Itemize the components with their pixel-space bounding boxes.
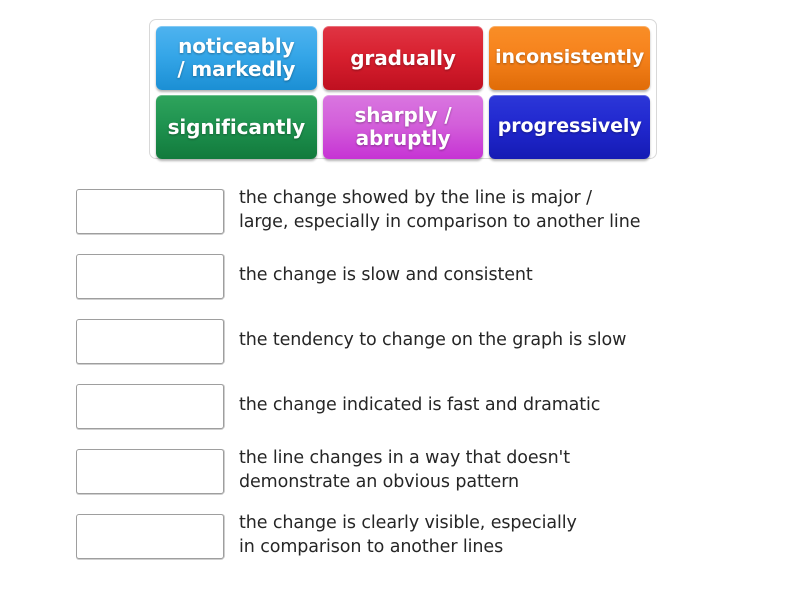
definition-line: the tendency to change on the graph is s… [239, 330, 627, 350]
tile-gradually[interactable]: gradually [322, 26, 484, 90]
tile-label-line: abruptly [355, 126, 451, 150]
definition-line: the change showed by the line is major / [239, 188, 592, 208]
definition-line: demonstrate an obvious pattern [239, 472, 519, 492]
tile-label: noticeably / markedly [160, 35, 313, 81]
tile-sharply-abruptly[interactable]: sharply / abruptly [322, 95, 484, 159]
tile-noticeably-markedly[interactable]: noticeably / markedly [156, 26, 317, 90]
drop-zone-5[interactable] [76, 449, 224, 494]
tile-significantly[interactable]: significantly [156, 95, 317, 159]
definition-line: the change indicated is fast and dramati… [239, 395, 601, 415]
definition-text-3: the tendency to change on the graph is s… [239, 328, 779, 352]
definition-line: the change is clearly visible, especiall… [239, 513, 577, 533]
answer-row: the change is clearly visible, especiall… [0, 503, 800, 568]
definition-line: the line changes in a way that doesn't [239, 448, 571, 468]
drop-zone-6[interactable] [76, 514, 224, 559]
definition-text-4: the change indicated is fast and dramati… [239, 393, 779, 417]
answer-row: the change indicated is fast and dramati… [0, 373, 800, 438]
word-tile-bank: noticeably / markedly gradually inconsis… [149, 19, 657, 159]
definition-text-6: the change is clearly visible, especiall… [239, 511, 779, 559]
definition-line: in comparison to another lines [239, 537, 504, 557]
definition-text-2: the change is slow and consistent [239, 263, 779, 287]
definition-line: large, especially in comparison to anoth… [239, 212, 641, 232]
answer-row-list: the change showed by the line is major /… [0, 178, 800, 568]
tile-label: gradually [350, 45, 456, 70]
tile-inconsistently[interactable]: inconsistently [489, 26, 651, 90]
tile-label: sharply / abruptly [327, 104, 480, 150]
answer-row: the change showed by the line is major /… [0, 178, 800, 243]
drop-zone-1[interactable] [76, 189, 224, 234]
tile-bank-row-2: significantly sharply / abruptly progres… [156, 95, 651, 159]
tile-bank-row-1: noticeably / markedly gradually inconsis… [156, 26, 651, 90]
tile-label: significantly [167, 114, 306, 139]
drop-zone-3[interactable] [76, 319, 224, 364]
definition-line: the change is slow and consistent [239, 265, 533, 285]
tile-label-line: sharply / [354, 103, 452, 128]
tile-label: progressively [497, 115, 642, 138]
drop-zone-4[interactable] [76, 384, 224, 429]
tile-progressively[interactable]: progressively [489, 95, 651, 159]
answer-row: the tendency to change on the graph is s… [0, 308, 800, 373]
answer-row: the change is slow and consistent [0, 243, 800, 308]
answer-row: the line changes in a way that doesn't d… [0, 438, 800, 503]
drop-zone-2[interactable] [76, 254, 224, 299]
tile-label: inconsistently [495, 46, 645, 69]
tile-label-line: noticeably [178, 34, 295, 59]
definition-text-1: the change showed by the line is major /… [239, 186, 779, 234]
definition-text-5: the line changes in a way that doesn't d… [239, 446, 779, 494]
tile-label-line: / markedly [177, 57, 296, 81]
